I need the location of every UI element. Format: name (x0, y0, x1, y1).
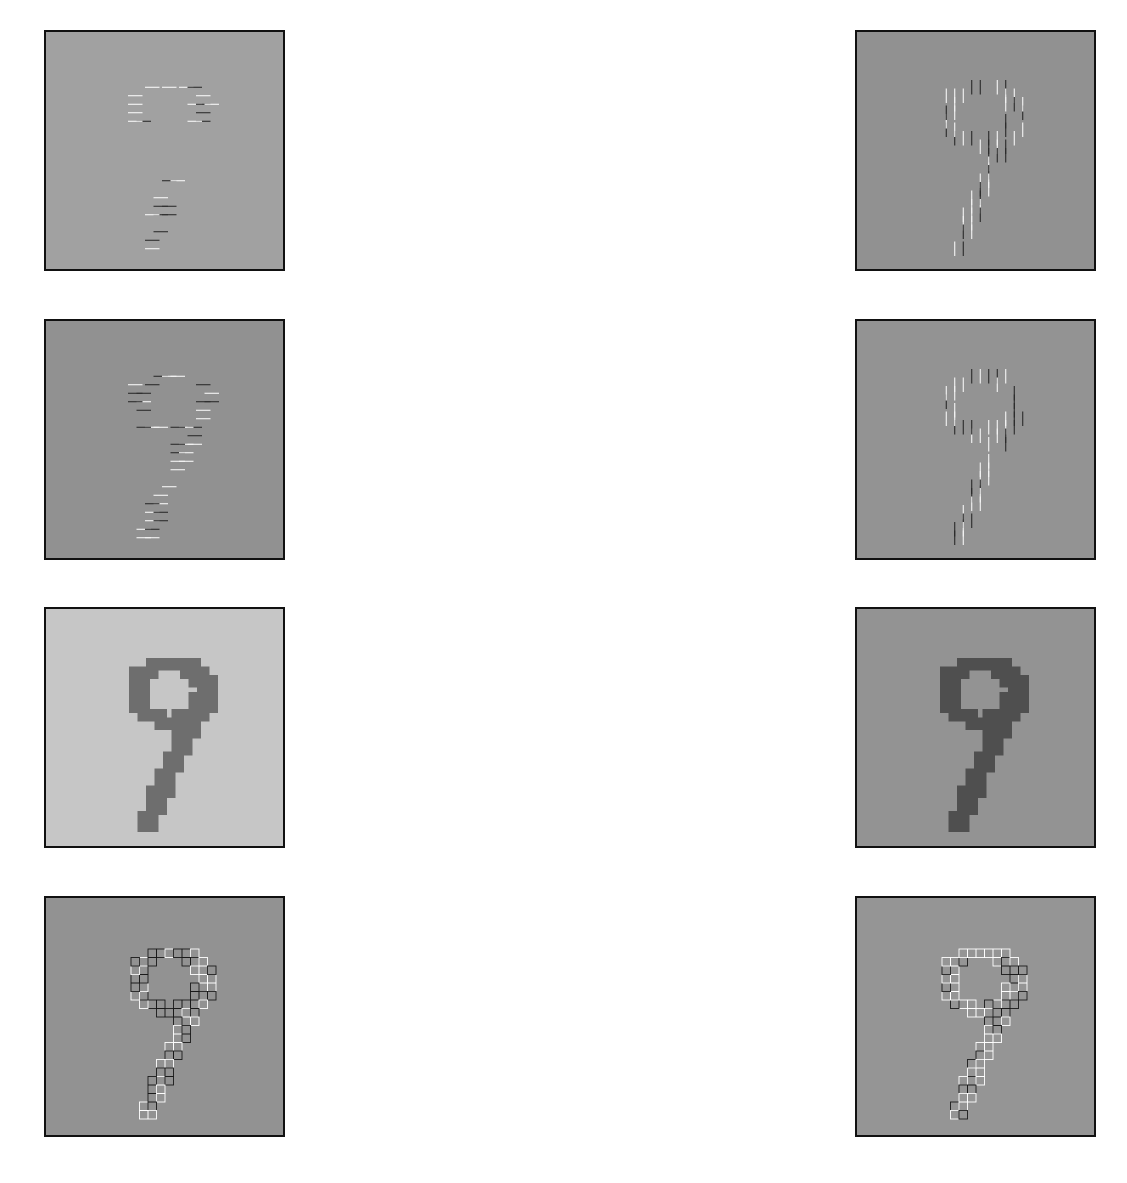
edge-cell (1001, 982, 1011, 992)
edge-cell (1018, 965, 1028, 975)
edge-cell (941, 957, 951, 967)
feature-map-r2-c1 (44, 319, 285, 560)
edge-cell (207, 991, 217, 1001)
digit-pixel (940, 666, 953, 679)
feature-map-r3-c2-image (857, 609, 1094, 846)
feature-map-r4-c2 (855, 896, 1096, 1137)
feature-map-r1-c2-image (857, 32, 1094, 269)
feature-map-r4-c2-image (857, 898, 1094, 1135)
digit-pixel (188, 692, 201, 705)
edge-cell (130, 957, 140, 967)
panel-background (46, 321, 283, 558)
edge-cell (190, 1016, 200, 1026)
edge-cell (164, 1076, 174, 1086)
edge-cell (958, 1110, 968, 1120)
feature-map-r3-c1 (44, 607, 285, 848)
edge-cell (173, 1050, 183, 1060)
digit-pixel (1016, 675, 1029, 688)
digit-pixel (957, 819, 970, 832)
feature-map-r1-c1 (44, 30, 285, 271)
edge-cell (156, 1093, 166, 1103)
edge-cell (1018, 991, 1028, 1001)
panel-background (857, 321, 1094, 558)
edge-cell (1009, 999, 1019, 1009)
feature-map-r1-c2 (855, 30, 1096, 271)
feature-map-r4-c1 (44, 896, 285, 1137)
panel-background (46, 32, 283, 269)
feature-map-r1-c1-image (46, 32, 283, 269)
edge-cell (198, 999, 208, 1009)
panel-background (46, 898, 283, 1135)
digit-pixel (146, 658, 159, 671)
edge-cell (967, 1093, 977, 1103)
feature-map-r4-c1-image (46, 898, 283, 1135)
digit-pixel (146, 819, 159, 832)
edge-cell (147, 1110, 157, 1120)
edge-cell (992, 1033, 1002, 1043)
digit-pixel (129, 666, 142, 679)
feature-map-r2-c2-image (857, 321, 1094, 558)
edge-cell (207, 965, 217, 975)
edge-cell (147, 948, 157, 958)
digit-pixel (205, 675, 218, 688)
edge-cell (190, 982, 200, 992)
edge-cell (975, 1076, 985, 1086)
edge-cell (181, 1033, 191, 1043)
feature-map-r2-c2 (855, 319, 1096, 560)
panel-background (857, 898, 1094, 1135)
edge-cell (984, 1050, 994, 1060)
feature-map-r3-c2 (855, 607, 1096, 848)
edge-cell (958, 948, 968, 958)
panel-background (857, 32, 1094, 269)
digit-pixel (957, 658, 970, 671)
feature-map-r3-c1-image (46, 609, 283, 846)
edge-cell (1001, 1016, 1011, 1026)
feature-map-r2-c1-image (46, 321, 283, 558)
digit-pixel (999, 692, 1012, 705)
